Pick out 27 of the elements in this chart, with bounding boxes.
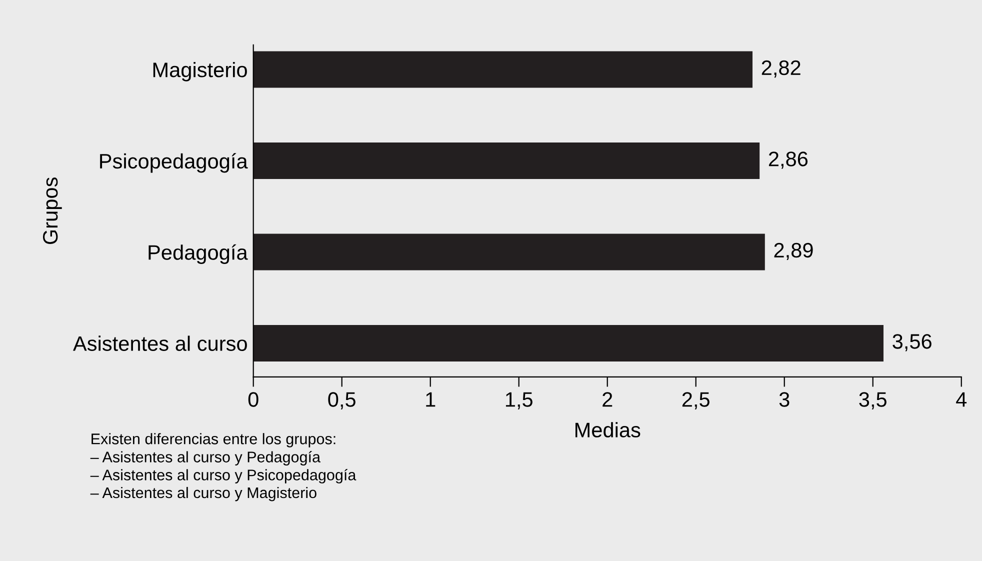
x-tick-label: 3 [779, 392, 790, 407]
text: – Asistentes al curso y Pedagogía [90, 451, 321, 466]
data-label: 2,89 [774, 242, 813, 260]
y-tick-label: Magisterio [153, 62, 247, 82]
text: – Asistentes al curso y Magisterio [90, 486, 316, 502]
x-tick-label: 0 [248, 392, 258, 407]
x-tick-label: 1 [426, 392, 436, 407]
x-tick-label: 2 [602, 392, 612, 407]
bar [253, 324, 884, 362]
x-tick-label: 3,5 [859, 392, 886, 410]
data-label: 3,56 [892, 334, 932, 352]
x-tick-label: 1,5 [506, 392, 532, 410]
y-tick-label: Psicopedagogía [100, 153, 248, 173]
y-tick-label: Pedagogía [148, 244, 248, 264]
bar [253, 142, 760, 179]
x-tick-label: 0,5 [328, 392, 356, 410]
x-axis-title: Medias [576, 422, 640, 438]
data-label: 2,82 [762, 60, 800, 78]
bar [253, 234, 765, 270]
text: – Asistentes al curso y Psicopedagogía [90, 468, 356, 484]
y-tick-label: Asistentes al curso [73, 336, 247, 351]
text: Existen diferencias entre los grupos: [92, 433, 336, 448]
y-axis-title: Grupos [42, 178, 62, 244]
x-tick-label: 4 [956, 392, 967, 407]
bar [253, 51, 753, 88]
data-label: 2,86 [768, 152, 808, 169]
x-tick-label: 2,5 [682, 392, 710, 410]
